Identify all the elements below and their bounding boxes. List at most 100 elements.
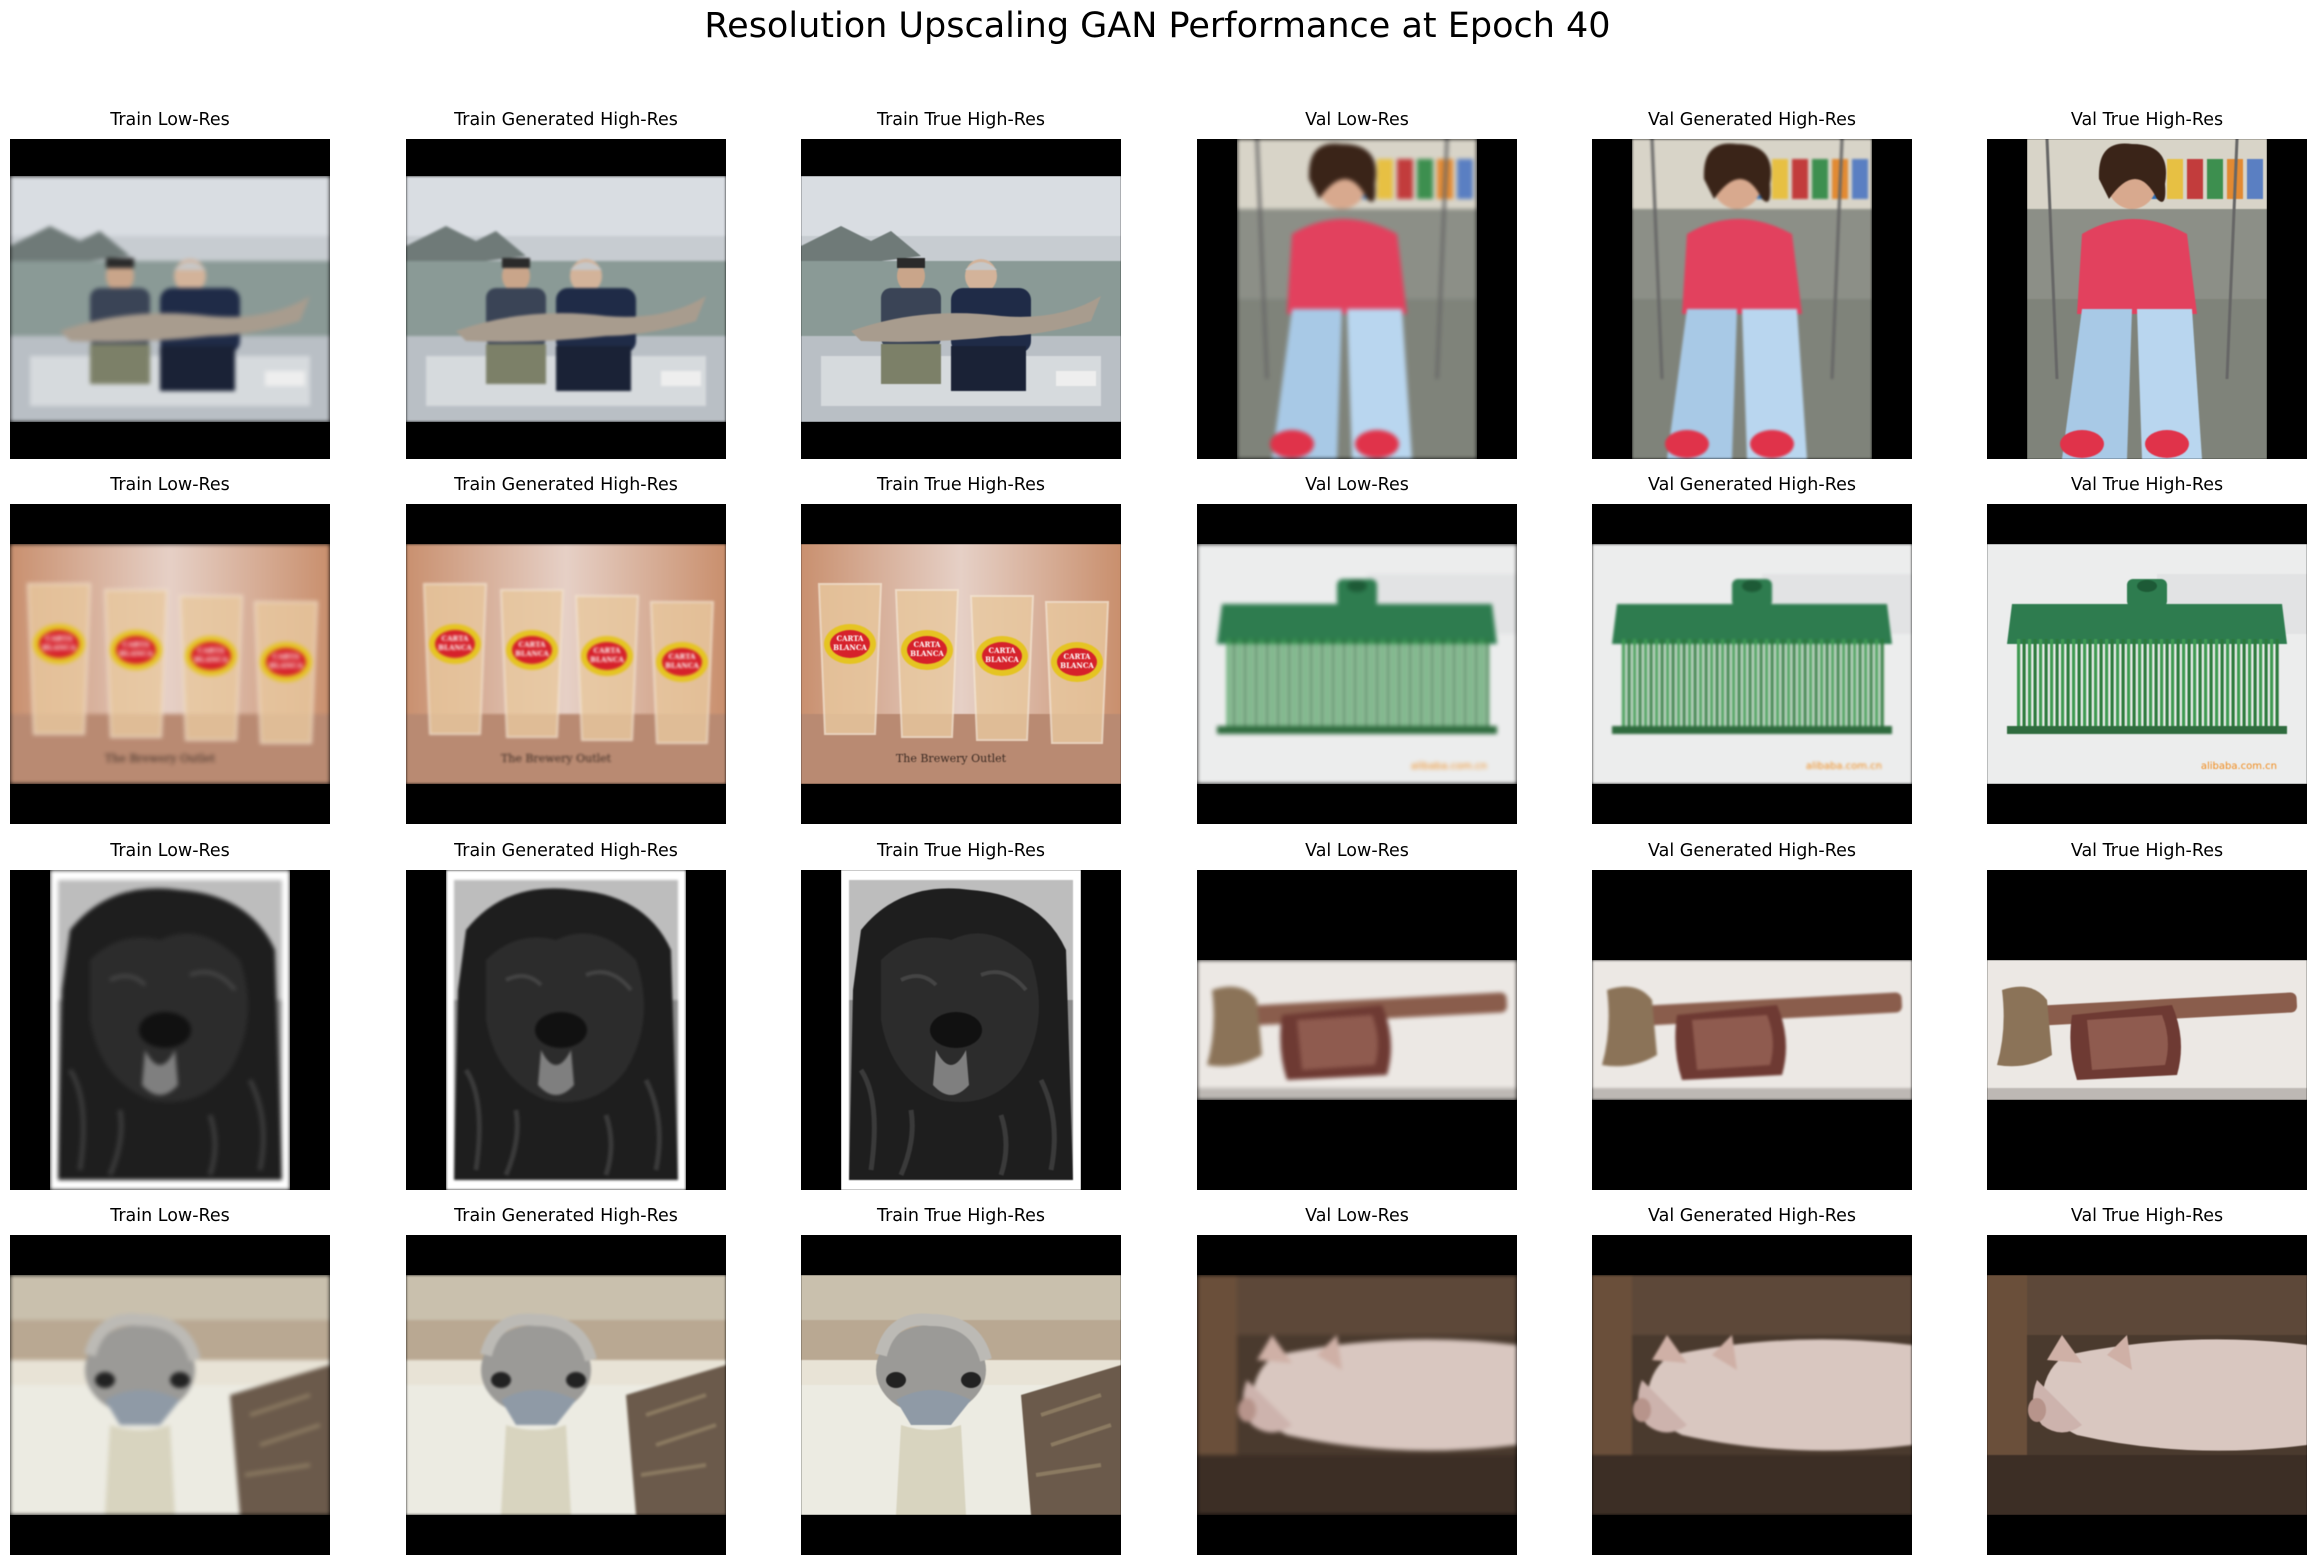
broom-head-photo: alibaba.com.cn: [1592, 504, 1912, 824]
panel-girl-on-swing-photo: Val Generated High-Res: [1592, 109, 1912, 463]
panel-title: Val True High-Res: [2070, 475, 2224, 495]
svg-text:BLANCA: BLANCA: [665, 661, 699, 670]
pig-photo: [1987, 1235, 2307, 1555]
panel-title: Val True High-Res: [2070, 110, 2224, 130]
girl-on-swing-photo-content: [1632, 139, 1872, 459]
svg-text:CARTA: CARTA: [46, 634, 74, 643]
pig-photo-content: [1987, 1275, 2307, 1515]
svg-text:CARTA: CARTA: [198, 646, 226, 655]
svg-text:CARTA: CARTA: [669, 652, 697, 661]
fishermen-sturgeon-photo: [406, 139, 726, 459]
panel-broom-head-photo: Val Generated High-Res alibaba.com.cn: [1592, 474, 1912, 828]
fishermen-sturgeon-photo-content: [406, 176, 726, 422]
pig-photo: [1592, 1235, 1912, 1555]
svg-text:alibaba.com.cn: alibaba.com.cn: [1411, 761, 1487, 772]
ostrich-photo: [406, 1235, 726, 1555]
svg-text:BLANCA: BLANCA: [438, 643, 472, 652]
panel-pig-photo: Val Low-Res: [1197, 1205, 1517, 1559]
panel-title: Train True High-Res: [876, 475, 1046, 495]
svg-text:CARTA: CARTA: [273, 652, 301, 661]
panel-shaggy-dog-bw-photo: Train True High-Res: [801, 840, 1121, 1194]
panel-title: Train True High-Res: [876, 1206, 1046, 1226]
svg-text:BLANCA: BLANCA: [910, 649, 944, 658]
axe-photo-content: [1592, 960, 1912, 1100]
svg-text:CARTA: CARTA: [519, 640, 547, 649]
panel-title: Val True High-Res: [2070, 841, 2224, 861]
svg-text:CARTA: CARTA: [914, 640, 942, 649]
panel-title: Train True High-Res: [876, 110, 1046, 130]
svg-text:BLANCA: BLANCA: [1060, 661, 1094, 670]
axe-photo: [1197, 870, 1517, 1190]
panel-title: Val Generated High-Res: [1648, 841, 1856, 861]
svg-text:BLANCA: BLANCA: [194, 655, 228, 664]
panel-broom-head-photo: Val True High-Res alibaba.com.cn: [1987, 474, 2307, 828]
broom-head-photo: alibaba.com.cn: [1197, 504, 1517, 824]
shaggy-dog-bw-photo: [406, 870, 726, 1190]
panel-title: Val Low-Res: [1305, 110, 1409, 130]
pig-photo-content: [1592, 1275, 1912, 1515]
panel-pig-photo: Val True High-Res: [1987, 1205, 2307, 1559]
svg-text:BLANCA: BLANCA: [833, 643, 867, 652]
fishermen-sturgeon-photo-content: [10, 176, 330, 422]
panel-shaggy-dog-bw-photo: Train Generated High-Res: [406, 840, 726, 1194]
panel-fishermen-sturgeon-photo: Train Generated High-Res: [406, 109, 726, 463]
svg-text:CARTA: CARTA: [123, 640, 151, 649]
ostrich-photo-content: [406, 1275, 726, 1515]
panel-broom-head-photo: Val Low-Res alibaba.com.cn: [1197, 474, 1517, 828]
svg-text:BLANCA: BLANCA: [42, 643, 76, 652]
fishermen-sturgeon-photo-content: [801, 176, 1121, 422]
panel-title: Train Generated High-Res: [454, 110, 678, 130]
fishermen-sturgeon-photo: [10, 139, 330, 459]
svg-text:The Brewery Outlet: The Brewery Outlet: [105, 752, 216, 765]
svg-text:BLANCA: BLANCA: [515, 649, 549, 658]
ostrich-photo-content: [10, 1275, 330, 1515]
panel-title: Val Low-Res: [1305, 475, 1409, 495]
shaggy-dog-bw-photo-content: [446, 870, 686, 1190]
panel-axe-photo: Val True High-Res: [1987, 840, 2307, 1194]
panel-shaggy-dog-bw-photo: Train Low-Res: [10, 840, 330, 1194]
axe-photo: [1592, 870, 1912, 1190]
panel-title: Val True High-Res: [2070, 1206, 2224, 1226]
svg-text:alibaba.com.cn: alibaba.com.cn: [2201, 761, 2277, 772]
shaggy-dog-bw-photo: [10, 870, 330, 1190]
svg-text:BLANCA: BLANCA: [269, 661, 303, 670]
pig-photo: [1197, 1235, 1517, 1555]
panel-title: Train Low-Res: [110, 841, 230, 861]
svg-text:CARTA: CARTA: [594, 646, 622, 655]
panel-fishermen-sturgeon-photo: Train True High-Res: [801, 109, 1121, 463]
beer-glasses-photo-content: CARTA BLANCA CARTA BLANCA CARTA BLANCA C…: [406, 544, 726, 784]
beer-glasses-photo: CARTA BLANCA CARTA BLANCA CARTA BLANCA C…: [801, 504, 1121, 824]
panel-title: Val Generated High-Res: [1648, 475, 1856, 495]
beer-glasses-photo: CARTA BLANCA CARTA BLANCA CARTA BLANCA C…: [406, 504, 726, 824]
panel-girl-on-swing-photo: Val True High-Res: [1987, 109, 2307, 463]
panel-beer-glasses-photo: Train True High-Res CARTA BLANCA CARTA B…: [801, 474, 1121, 828]
panel-beer-glasses-photo: Train Generated High-Res CARTA BLANCA CA…: [406, 474, 726, 828]
panel-title: Train Generated High-Res: [454, 1206, 678, 1226]
panel-title: Val Low-Res: [1305, 841, 1409, 861]
figure-title: Resolution Upscaling GAN Performance at …: [704, 6, 1611, 46]
ostrich-photo: [10, 1235, 330, 1555]
axe-photo: [1987, 870, 2307, 1190]
fishermen-sturgeon-photo: [801, 139, 1121, 459]
panel-ostrich-photo: Train Generated High-Res: [406, 1205, 726, 1559]
girl-on-swing-photo: [1592, 139, 1912, 459]
girl-on-swing-photo-content: [2027, 139, 2267, 459]
svg-text:CARTA: CARTA: [837, 634, 865, 643]
svg-text:The Brewery Outlet: The Brewery Outlet: [896, 752, 1007, 765]
beer-glasses-photo: CARTA BLANCA CARTA BLANCA CARTA BLANCA C…: [10, 504, 330, 824]
svg-text:The Brewery Outlet: The Brewery Outlet: [501, 752, 612, 765]
svg-text:BLANCA: BLANCA: [119, 649, 153, 658]
panel-beer-glasses-photo: Train Low-Res CARTA BLANCA CARTA BLANCA: [10, 474, 330, 828]
panel-title: Train Generated High-Res: [454, 841, 678, 861]
girl-on-swing-photo-content: [1237, 139, 1477, 459]
pig-photo-content: [1197, 1275, 1517, 1515]
svg-text:CARTA: CARTA: [1064, 652, 1092, 661]
svg-text:CARTA: CARTA: [989, 646, 1017, 655]
panel-title: Val Low-Res: [1305, 1206, 1409, 1226]
girl-on-swing-photo: [1197, 139, 1517, 459]
panel-title: Train True High-Res: [876, 841, 1046, 861]
svg-text:BLANCA: BLANCA: [590, 655, 624, 664]
panel-title: Train Low-Res: [110, 110, 230, 130]
axe-photo-content: [1197, 960, 1517, 1100]
panel-title: Val Generated High-Res: [1648, 110, 1856, 130]
